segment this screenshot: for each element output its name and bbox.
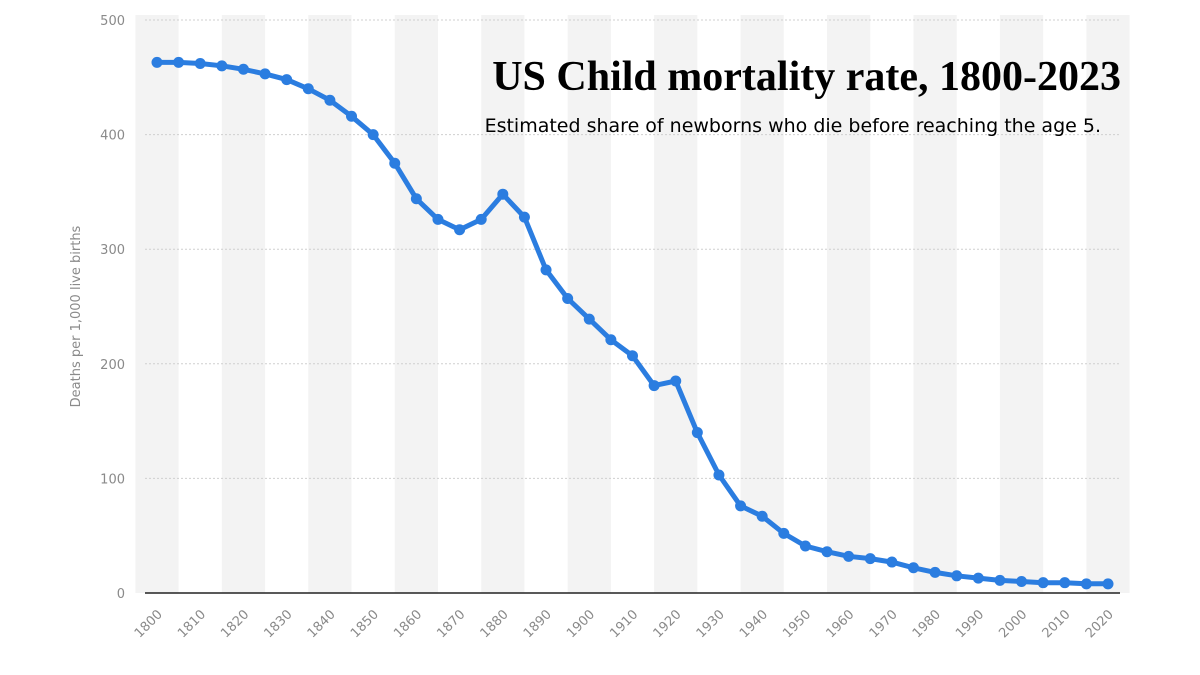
column-band [1086,15,1130,593]
y-tick-label: 300 [100,243,125,258]
x-tick-label: 2000 [996,607,1030,641]
column-band [827,15,871,593]
x-tick-label: 1940 [737,607,771,641]
x-tick-label: 1950 [780,607,814,641]
x-tick-label: 1830 [262,607,296,641]
data-point[interactable] [821,546,833,558]
x-tick-label: 1900 [564,607,598,641]
column-band [654,15,698,593]
column-band [999,15,1044,593]
data-point[interactable] [627,350,638,362]
y-tick-label: 0 [117,587,125,602]
column-band [394,15,438,593]
data-point[interactable] [518,211,530,223]
series-line [154,59,1111,587]
data-point[interactable] [346,110,358,122]
data-point[interactable] [432,213,444,225]
x-tick-label: 1870 [434,607,468,641]
column-band [481,15,525,593]
chart-subtitle: Estimated share of newborns who die befo… [485,115,1101,137]
column-bands [135,15,1130,593]
column-band [740,15,784,593]
y-axis-title: Deaths per 1,000 live births [69,225,84,407]
data-point[interactable] [216,60,228,72]
x-tick-label: 1980 [910,607,944,641]
data-point[interactable] [1037,577,1049,589]
y-tick-label: 500 [100,14,125,29]
column-band [913,15,957,593]
data-point[interactable] [864,553,876,565]
y-gridlines [145,19,1120,479]
data-point[interactable] [691,427,703,439]
data-point[interactable] [281,74,293,86]
data-point[interactable] [475,213,487,225]
x-tick-label: 1960 [823,607,857,641]
data-point[interactable] [972,572,984,584]
data-point[interactable] [713,469,725,481]
column-band [221,15,266,593]
data-point[interactable] [1016,576,1028,588]
data-point[interactable] [886,556,898,568]
data-point[interactable] [907,562,919,574]
x-tick-label: 2010 [1040,607,1074,641]
x-tick-label: 1910 [607,607,641,641]
data-point[interactable] [951,570,963,582]
x-tick-label: 1880 [478,607,512,641]
x-tick-label: 1920 [651,607,685,641]
data-point[interactable] [151,56,163,68]
data-point[interactable] [648,380,660,392]
x-tick-label: 1810 [175,607,209,641]
data-point[interactable] [670,375,682,387]
data-point[interactable] [367,129,379,141]
data-point[interactable] [756,510,768,522]
data-point[interactable] [1080,578,1092,590]
x-tick-label: 1970 [867,607,901,641]
data-point[interactable] [1102,578,1114,590]
data-point[interactable] [237,63,249,75]
data-point[interactable] [454,224,466,236]
x-tick-label: 1820 [218,607,252,641]
data-point[interactable] [389,157,401,169]
x-tick-label: 1850 [348,607,382,641]
data-point[interactable] [497,188,509,200]
series-group [151,56,1114,590]
data-point[interactable] [410,193,422,205]
data-point[interactable] [605,334,617,346]
data-point[interactable] [324,94,336,106]
x-axis-ticks: 1800 1810 1820 1830 1840 1850 1860 1870 1880 1890… [132,607,1117,641]
data-point[interactable] [929,566,941,578]
x-tick-label: 1840 [305,607,339,641]
data-point[interactable] [735,500,747,512]
chart-title: US Child mortality rate, 1800-2023 [492,54,1121,100]
data-point[interactable] [173,56,185,68]
data-point[interactable] [843,550,855,562]
data-point[interactable] [302,83,314,95]
y-axis-ticks: 0 100 200 300 400 500 [100,14,125,602]
data-point[interactable] [259,68,271,80]
data-point[interactable] [778,527,790,539]
data-point[interactable] [562,292,574,304]
y-tick-label: 400 [100,129,125,144]
x-tick-label: 1800 [132,607,166,641]
x-tick-label: 1930 [694,607,728,641]
x-tick-label: 2020 [1083,607,1117,641]
data-point[interactable] [994,574,1006,586]
y-tick-label: 100 [100,472,125,487]
data-point[interactable] [540,264,552,276]
column-band [135,15,179,593]
data-point[interactable] [799,540,811,552]
x-tick-label: 1860 [391,607,425,641]
data-point[interactable] [194,58,206,70]
data-point[interactable] [1059,577,1071,589]
y-tick-label: 200 [100,358,125,373]
x-tick-label: 1990 [953,607,987,641]
x-tick-label: 1890 [521,607,555,641]
data-point[interactable] [583,313,595,325]
